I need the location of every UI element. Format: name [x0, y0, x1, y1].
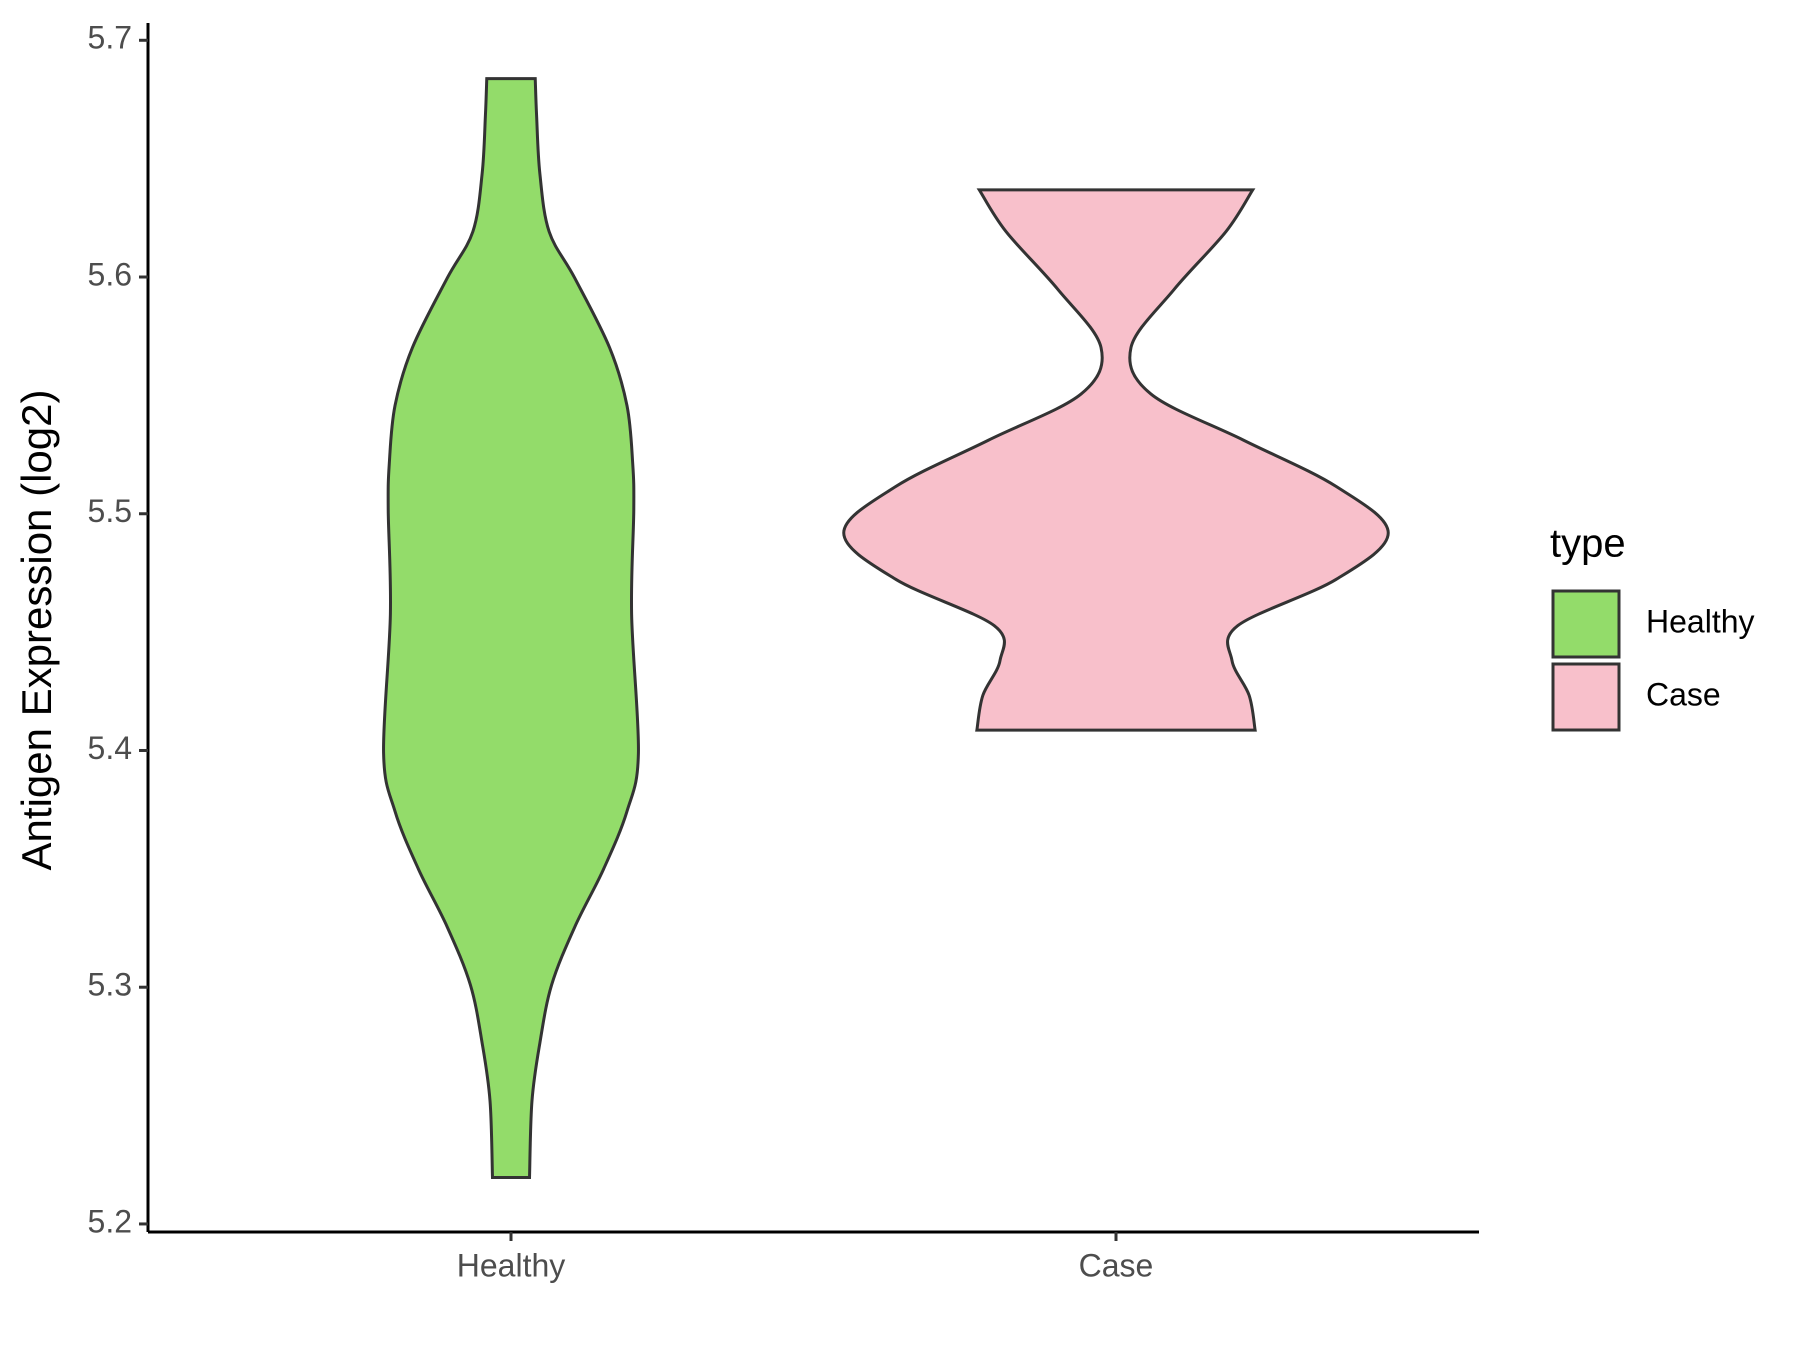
- x-tick-label: Case: [1079, 1247, 1154, 1283]
- y-tick-label: 5.6: [88, 256, 132, 292]
- legend-key: [1551, 662, 1621, 732]
- x-tick-label: Healthy: [457, 1247, 566, 1283]
- legend-key: [1551, 589, 1621, 659]
- y-axis-title: Antigen Expression (log2): [13, 390, 60, 871]
- y-tick-label: 5.7: [88, 20, 132, 56]
- y-tick-label: 5.2: [88, 1203, 132, 1239]
- violin: [382, 77, 640, 1180]
- legend-label: Healthy: [1646, 603, 1755, 639]
- y-tick-label: 5.4: [88, 730, 132, 766]
- legend-label: Case: [1646, 676, 1721, 712]
- y-tick-label: 5.5: [88, 493, 132, 529]
- legend-title: type: [1550, 522, 1626, 566]
- violin: [842, 188, 1390, 732]
- y-tick-label: 5.3: [88, 967, 132, 1003]
